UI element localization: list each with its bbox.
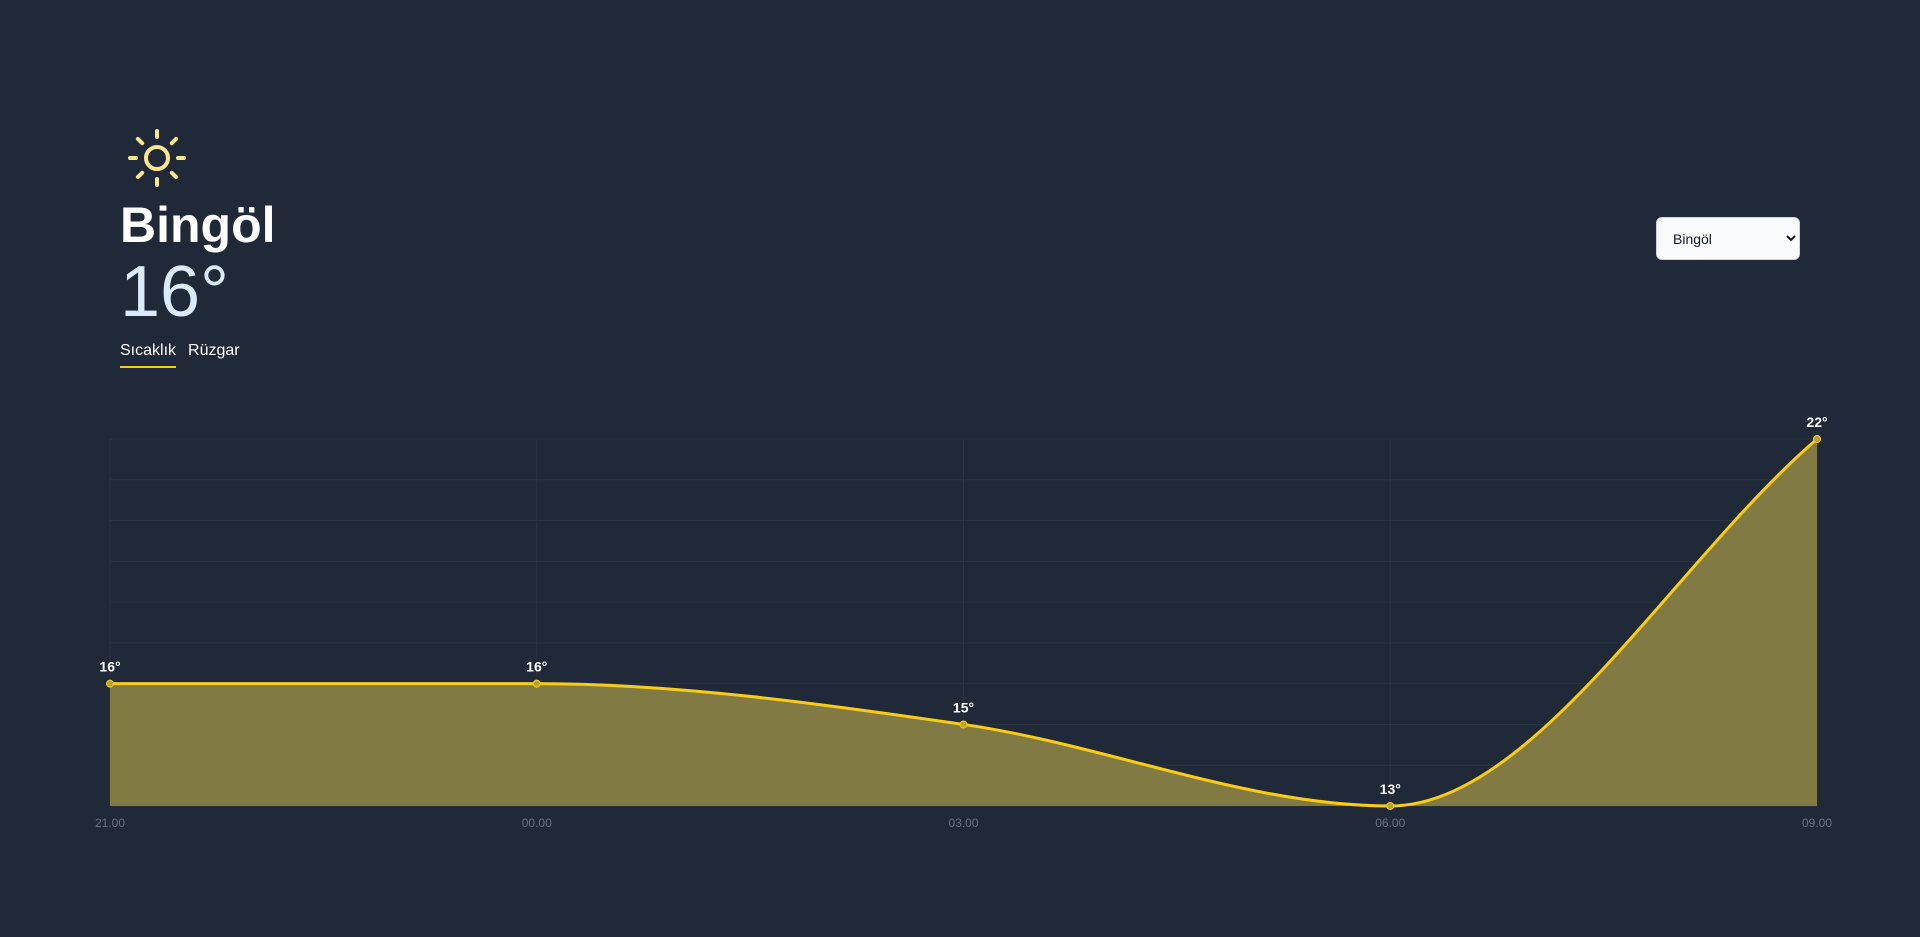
data-label: 13° xyxy=(1380,781,1401,797)
x-tick-label: 00.00 xyxy=(522,816,552,830)
data-point xyxy=(106,679,114,688)
chart-x-ticks: 21.00 00.00 03.00 06.00 09.00 xyxy=(95,816,1832,830)
metric-tabs: Sıcaklık Rüzgar xyxy=(120,342,276,368)
weather-summary: Bingöl 16° Sıcaklık Rüzgar xyxy=(120,128,276,368)
chart-points xyxy=(106,435,1821,810)
tab-temperature[interactable]: Sıcaklık xyxy=(120,342,177,368)
tab-wind[interactable]: Rüzgar xyxy=(188,342,240,359)
temperature-line xyxy=(110,437,1818,808)
data-point xyxy=(532,679,541,688)
current-temperature: 16° xyxy=(120,252,229,332)
city-name: Bingöl xyxy=(120,197,276,253)
temperature-area xyxy=(110,439,1817,806)
data-point xyxy=(1813,435,1821,443)
chart-data-labels: 16° 16° 15° 13° 22° xyxy=(99,414,1827,797)
x-tick-label: 09.00 xyxy=(1802,816,1832,830)
x-tick-label: 21.00 xyxy=(95,816,125,830)
city-select[interactable]: Bingöl xyxy=(1656,217,1800,260)
x-tick-label: 06.00 xyxy=(1375,816,1405,830)
x-tick-label: 03.00 xyxy=(948,816,978,830)
sun-icon xyxy=(128,129,186,187)
data-label: 16° xyxy=(99,659,120,675)
data-point xyxy=(959,720,968,729)
data-label: 15° xyxy=(953,699,974,715)
data-point xyxy=(1386,802,1395,810)
data-label: 22° xyxy=(1806,414,1827,430)
data-label: 16° xyxy=(526,659,547,675)
